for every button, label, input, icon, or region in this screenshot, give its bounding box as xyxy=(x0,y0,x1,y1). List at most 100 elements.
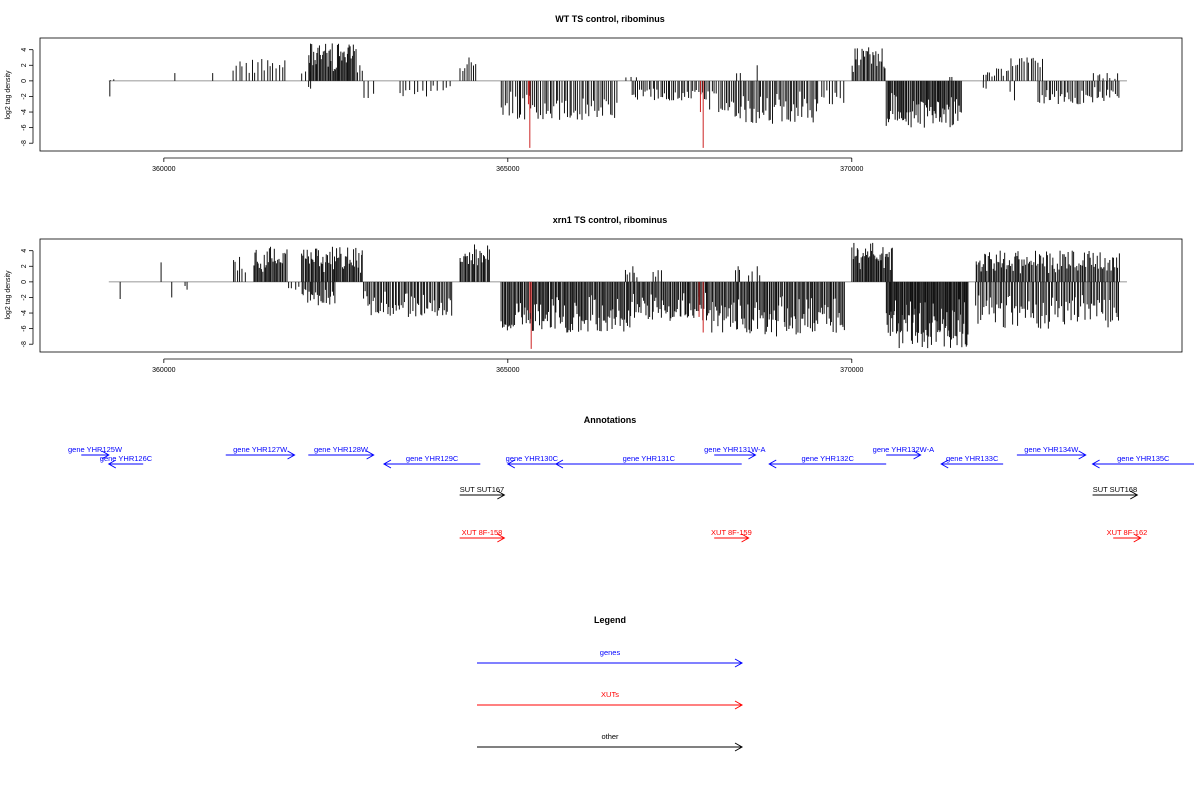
y-tick-label: 0 xyxy=(21,79,28,83)
feature: gene YHR132W-A xyxy=(873,445,934,460)
panel-xrn1-ylabel: log2 tag density xyxy=(5,270,12,320)
legend-item: other xyxy=(477,732,744,752)
x-tick-label: 365000 xyxy=(496,367,519,374)
feature-arrowhead xyxy=(1091,459,1100,469)
feature: gene YHR131C xyxy=(554,454,742,469)
x-tick-label: 370000 xyxy=(840,367,863,374)
x-tick-label: 365000 xyxy=(496,166,519,173)
y-tick-label: -8 xyxy=(21,341,28,347)
feature: gene YHR127W xyxy=(225,445,296,460)
feature-label: SUT SUT168 xyxy=(1093,485,1137,494)
feature-arrowhead xyxy=(741,533,750,543)
panel-wt: WT TS control, ribominus log2 tag densit… xyxy=(5,14,1183,173)
legend-arrowhead xyxy=(734,700,744,710)
legend-arrowhead xyxy=(734,742,744,752)
feature-arrowhead xyxy=(366,450,375,460)
legend-title: Legend xyxy=(594,615,626,625)
panel-xrn1: xrn1 TS control, ribominus log2 tag dens… xyxy=(5,215,1183,374)
feature: gene YHR130C xyxy=(506,454,559,469)
legend-items: genes XUTs other xyxy=(477,648,744,752)
panel-wt-bars xyxy=(108,43,1127,148)
y-tick-label: 2 xyxy=(21,264,28,268)
feature-label: SUT SUT167 xyxy=(460,485,504,494)
feature: XUT 8F-158 xyxy=(459,528,506,543)
feature-arrowhead xyxy=(382,459,392,469)
y-tick-label: -4 xyxy=(21,310,28,316)
y-tick-label: 2 xyxy=(21,63,28,67)
feature-label: gene YHR131C xyxy=(623,454,676,463)
panel-xrn1-axes: 4 2 0 -2 -4 -6 -8 360000 365000 370000 xyxy=(21,249,864,374)
feature-label: XUT 8F-159 xyxy=(711,528,752,537)
feature: gene YHR131W-A xyxy=(704,445,766,460)
feature-arrowhead xyxy=(940,459,949,469)
feature-label: gene YHR130C xyxy=(506,454,559,463)
panel-wt-axes: 4 2 0 -2 -4 -6 -8 360000 365000 370000 xyxy=(21,48,864,173)
y-tick-label: 0 xyxy=(21,280,28,284)
panel-xrn1-bars xyxy=(108,242,1127,349)
feature: gene YHR135C xyxy=(1091,454,1194,469)
y-tick-label: 4 xyxy=(21,249,28,253)
legend-label: other xyxy=(601,732,619,741)
feature-arrowhead xyxy=(913,450,922,460)
y-tick-label: -8 xyxy=(21,140,28,146)
feature: gene YHR126C xyxy=(100,454,153,469)
feature-arrowhead xyxy=(497,490,506,500)
feature-label: gene YHR132C xyxy=(802,454,855,463)
y-tick-label: 4 xyxy=(21,48,28,52)
feature-arrowhead xyxy=(554,459,564,469)
feature-label: gene YHR133C xyxy=(946,454,999,463)
feature-arrowhead xyxy=(101,450,110,460)
panel-xrn1-title: xrn1 TS control, ribominus xyxy=(553,215,668,225)
feature: gene YHR128W xyxy=(308,445,375,460)
feature: gene YHR125W xyxy=(68,445,123,460)
feature-arrowhead xyxy=(107,459,117,469)
feature-label: XUT 8F-162 xyxy=(1107,528,1148,537)
feature-label: gene YHR135C xyxy=(1117,454,1170,463)
feature-label: gene YHR128W xyxy=(314,445,369,454)
legend-label: XUTs xyxy=(601,690,619,699)
feature-arrowhead xyxy=(1130,490,1139,500)
feature-label: gene YHR125W xyxy=(68,445,123,454)
feature-label: gene YHR131W-A xyxy=(704,445,765,454)
feature: gene YHR134W xyxy=(1016,445,1087,460)
legend: Legend genes XUTs other xyxy=(477,615,744,752)
feature: XUT 8F-162 xyxy=(1107,528,1148,543)
x-tick-label: 370000 xyxy=(840,166,863,173)
feature-arrowhead xyxy=(287,450,296,460)
feature-arrowhead xyxy=(506,459,516,469)
y-tick-label: -2 xyxy=(21,294,28,300)
feature-arrowhead xyxy=(497,533,506,543)
y-tick-label: -6 xyxy=(21,325,28,331)
feature-label: XUT 8F-158 xyxy=(462,528,503,537)
legend-arrowhead xyxy=(734,658,744,668)
feature: gene YHR129C xyxy=(382,454,481,469)
y-tick-label: -2 xyxy=(21,93,28,99)
feature: gene YHR133C xyxy=(940,454,1004,469)
feature-arrowhead xyxy=(1078,450,1087,460)
feature-arrowhead xyxy=(768,459,777,469)
feature: XUT 8F-159 xyxy=(711,528,752,543)
x-tick-label: 360000 xyxy=(152,367,175,374)
feature-label: gene YHR134W xyxy=(1024,445,1079,454)
feature: gene YHR132C xyxy=(768,454,887,469)
feature-arrowhead xyxy=(748,450,757,460)
legend-label: genes xyxy=(600,648,621,657)
panel-xrn1-frame xyxy=(39,238,1183,353)
panel-wt-frame xyxy=(39,37,1183,152)
panel-wt-ylabel: log2 tag density xyxy=(5,70,12,120)
feature-label: gene YHR132W-A xyxy=(873,445,934,454)
legend-item: XUTs xyxy=(477,690,744,710)
x-tick-label: 360000 xyxy=(152,166,175,173)
feature-label: gene YHR126C xyxy=(100,454,153,463)
feature: SUT SUT167 xyxy=(459,485,506,500)
annotations-title: Annotations xyxy=(584,415,637,425)
legend-item: genes xyxy=(477,648,744,668)
y-tick-label: -4 xyxy=(21,109,28,115)
feature: SUT SUT168 xyxy=(1092,485,1139,500)
feature-label: gene YHR129C xyxy=(406,454,459,463)
feature-label: gene YHR127W xyxy=(233,445,288,454)
